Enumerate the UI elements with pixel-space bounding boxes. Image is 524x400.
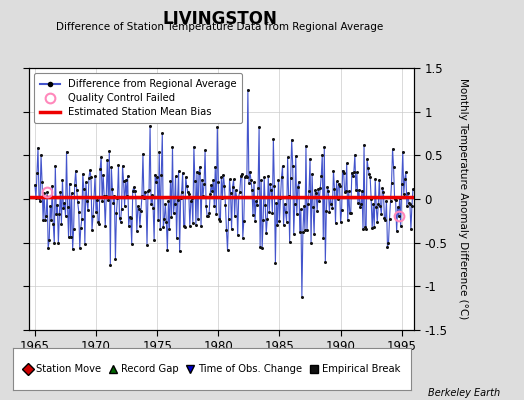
Legend: Difference from Regional Average, Quality Control Failed, Estimated Station Mean: Difference from Regional Average, Qualit… xyxy=(34,73,243,123)
Text: Berkeley Earth: Berkeley Earth xyxy=(428,388,500,398)
Y-axis label: Monthly Temperature Anomaly Difference (°C): Monthly Temperature Anomaly Difference (… xyxy=(458,78,468,320)
Text: Difference of Station Temperature Data from Regional Average: Difference of Station Temperature Data f… xyxy=(57,22,384,32)
Text: LIVINGSTON: LIVINGSTON xyxy=(162,10,278,28)
Legend: Station Move, Record Gap, Time of Obs. Change, Empirical Break: Station Move, Record Gap, Time of Obs. C… xyxy=(19,360,405,378)
